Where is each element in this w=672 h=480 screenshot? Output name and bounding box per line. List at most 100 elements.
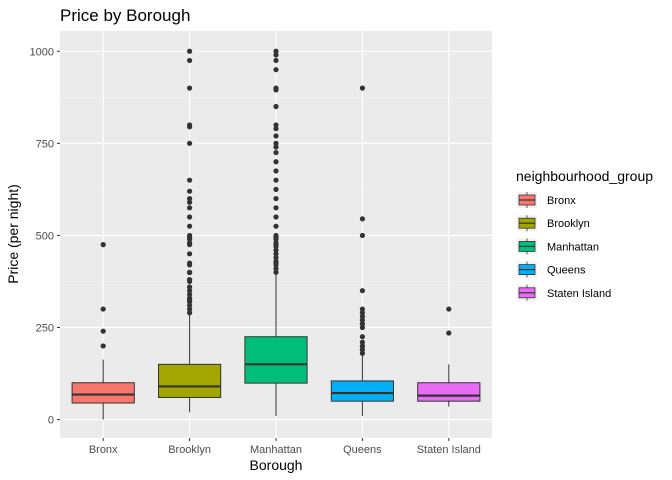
box [330,380,395,402]
outlier-point [187,48,193,54]
outlier-point [359,310,365,316]
outlier-point [187,240,193,246]
outlier-point [187,260,193,266]
box [244,336,308,384]
x-tick-label: Staten Island [417,444,481,456]
outlier-point [273,214,279,220]
outlier-point [273,48,279,54]
outlier-point [187,57,193,64]
legend-label: Bronx [547,195,576,207]
outlier-point [273,52,279,58]
outlier-point [100,242,106,248]
outlier-point [359,334,365,340]
box-group [157,48,222,413]
box-group [244,48,308,416]
legend: neighbourhood_group Bronx Brooklyn Manhatt… [516,168,653,301]
x-tick-label: Queens [343,444,382,456]
outlier-point [273,57,279,64]
outlier-point [187,214,193,220]
outlier-point [359,350,365,356]
y-tick-label: 0 [48,415,54,427]
outlier-point [187,199,193,205]
outlier-point [273,126,279,132]
outlier-point [359,313,365,320]
outlier-point [187,140,193,146]
outlier-point [187,284,193,290]
outlier-point [273,140,279,146]
outlier-point [359,321,365,327]
outlier-point [100,328,106,334]
x-tick-label: Manhattan [250,444,302,456]
outlier-point [273,85,279,91]
outlier-point [273,258,279,264]
outlier-point [187,302,193,309]
axes: 0 250 500 750 1000 Bronx Brooklyn Manhattan Quee… [30,46,481,456]
chart-title: Price by Borough [60,6,190,25]
box [157,363,222,398]
outlier-point [359,339,365,345]
outlier-point [187,85,193,91]
x-tick-label: Bronx [89,444,118,456]
outlier-point [273,149,279,156]
outlier-point [273,67,279,73]
outlier-point [187,251,193,257]
outlier-point [359,232,365,239]
outlier-point [100,306,106,312]
box [417,382,481,402]
outlier-point [273,205,279,211]
outlier-point [187,223,193,229]
y-axis-title: Price (per night) [5,184,21,284]
outlier-point [359,343,365,349]
outlier-point [187,177,193,183]
outlier-point [187,188,193,194]
outlier-point [446,306,452,312]
y-tick-label: 750 [36,138,54,150]
outlier-point [187,291,193,297]
legend-title: neighbourhood_group [516,168,653,184]
x-tick-label: Brooklyn [168,444,211,456]
outlier-point [273,186,279,192]
outlier-point [273,103,279,110]
outlier-point [273,232,279,239]
y-tick-label: 1000 [30,46,54,58]
outlier-point [187,277,193,283]
outlier-point [446,330,452,336]
outlier-point [273,168,279,174]
outlier-point [359,317,365,323]
outlier-point [359,324,365,331]
legend-items: Bronx Brooklyn Manhattan Queens Staten Islan… [517,192,611,301]
legend-label: Manhattan [547,241,599,253]
outlier-point [273,144,279,150]
legend-label: Queens [547,265,586,277]
outlier-point [273,133,279,139]
outlier-point [187,295,193,301]
outlier-point [187,232,193,239]
outlier-point [359,216,365,222]
box-group [71,242,135,420]
outlier-point [187,310,193,316]
outlier-point [100,343,106,349]
outlier-point [273,251,279,257]
box-group [417,306,481,407]
outlier-point [359,85,365,91]
outlier-point [273,223,279,229]
outlier-point [359,288,365,294]
outlier-point [273,269,279,275]
outlier-point [187,122,193,128]
outlier-point [273,159,279,165]
outlier-point [273,177,279,183]
outlier-point [187,269,193,275]
outlier-point [273,122,279,128]
y-tick-label: 500 [36,230,54,242]
outlier-point [187,195,193,202]
outlier-point [273,265,279,272]
outlier-point [273,254,279,261]
box-group [330,85,395,416]
outlier-point [273,240,279,246]
x-axis-title: Borough [250,457,303,473]
outlier-point [187,306,193,312]
box [71,382,135,404]
y-tick-label: 250 [36,323,54,335]
outlier-point [359,306,365,312]
